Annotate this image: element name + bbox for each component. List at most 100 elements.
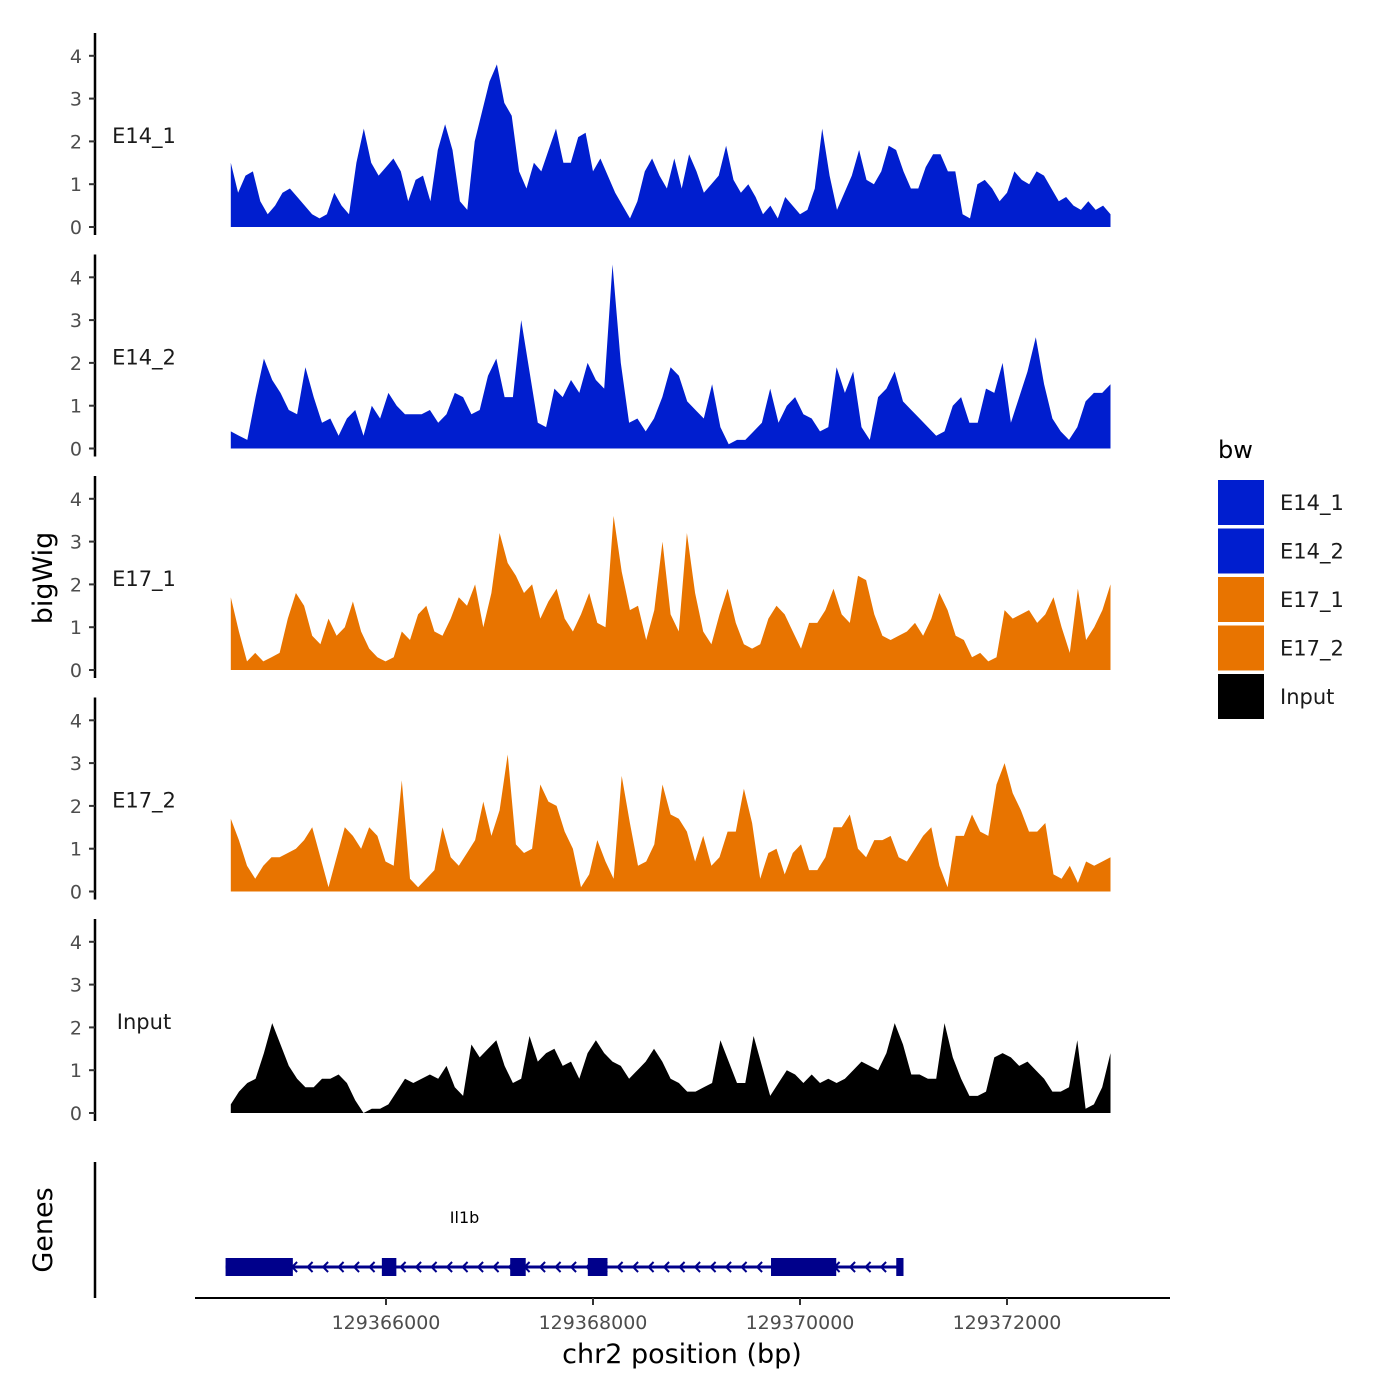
y-tick-label-1: 1 (70, 1060, 82, 1082)
track-E17_1: 0 1 2 3 4 E17_1 (70, 476, 1111, 682)
track-label-E14_2: E14_2 (112, 346, 176, 371)
exon-1 (225, 1258, 293, 1276)
exon-2 (381, 1258, 397, 1276)
strand-arrow (569, 1261, 577, 1273)
signal-area-E14_2 (230, 264, 1111, 449)
y-tick-label-4: 4 (70, 489, 82, 511)
strand-arrow (445, 1261, 453, 1273)
strand-arrow (352, 1261, 360, 1273)
strand-arrow (740, 1261, 748, 1273)
legend-label: E14_1 (1280, 491, 1344, 516)
exon-5 (771, 1258, 837, 1276)
strand-arrow (864, 1261, 872, 1273)
strand-arrow (724, 1261, 732, 1273)
strand-arrow (616, 1261, 624, 1273)
track-label-E17_2: E17_2 (112, 789, 176, 814)
strand-arrow (538, 1261, 546, 1273)
strand-arrow (476, 1261, 484, 1273)
x-axis-title: chr2 position (bp) (562, 1339, 802, 1370)
y-tick-label-3: 3 (70, 975, 82, 997)
legend-label: E17_1 (1280, 588, 1344, 613)
x-tick-label: 129368000 (539, 1312, 648, 1334)
gene-label: Il1b (450, 1208, 480, 1227)
legend-swatch (1218, 577, 1264, 622)
strand-arrow (414, 1261, 422, 1273)
track-E14_2: 0 1 2 3 4 E14_2 (70, 254, 1111, 461)
y-tick-label-1: 1 (70, 396, 82, 418)
x-tick-label: 129370000 (746, 1312, 855, 1334)
strand-arrow (662, 1261, 670, 1273)
strand-arrow (709, 1261, 717, 1273)
legend-item-E17_2: E17_2 (1218, 625, 1344, 671)
strand-arrow (678, 1261, 686, 1273)
legend-item-E14_1: E14_1 (1218, 480, 1344, 525)
strand-arrow (554, 1261, 562, 1273)
strand-arrow (306, 1261, 314, 1273)
genes-axis-title: Genes (28, 1187, 59, 1272)
y-tick-label-0: 0 (70, 1103, 82, 1125)
strand-arrow (368, 1261, 376, 1273)
legend-swatch (1218, 480, 1264, 525)
track-label-E14_1: E14_1 (112, 124, 176, 149)
y-tick-label-4: 4 (70, 46, 82, 68)
legend-label: E14_2 (1280, 540, 1344, 565)
y-tick-label-3: 3 (70, 89, 82, 111)
strand-arrow (848, 1261, 856, 1273)
x-axis: 129366000 129368000 129370000 129372000 (195, 1297, 1170, 1334)
strand-arrow (647, 1261, 655, 1273)
legend-item-E17_1: E17_1 (1218, 577, 1344, 622)
legend: bw E14_1 E14_2 E17_1 E17_2 Input (1218, 436, 1344, 719)
legend-swatch (1218, 674, 1264, 719)
y-tick-label-3: 3 (70, 310, 82, 332)
exon-4 (587, 1258, 608, 1276)
y-tick-label-0: 0 (70, 882, 82, 904)
y-tick-label-4: 4 (70, 710, 82, 732)
y-tick-label-3: 3 (70, 753, 82, 775)
y-tick-label-3: 3 (70, 532, 82, 554)
track-label-Input: Input (117, 1010, 171, 1034)
y-axis-title: bigWig (28, 532, 59, 625)
y-tick-label-2: 2 (70, 131, 82, 153)
strand-arrow (879, 1261, 887, 1273)
strand-arrow (337, 1261, 345, 1273)
legend-item-E14_2: E14_2 (1218, 528, 1344, 574)
y-tick-label-0: 0 (70, 217, 82, 239)
x-tick-label: 129366000 (332, 1312, 441, 1334)
y-tick-label-0: 0 (70, 660, 82, 682)
signal-area-E17_1 (230, 515, 1111, 670)
track-Input: 0 1 2 3 4 Input (70, 919, 1111, 1125)
legend-label: Input (1280, 685, 1334, 709)
strand-arrow (631, 1261, 639, 1273)
y-tick-label-1: 1 (70, 174, 82, 196)
strand-arrow (492, 1261, 500, 1273)
y-tick-label-4: 4 (70, 267, 82, 289)
y-tick-label-2: 2 (70, 574, 82, 596)
signal-area-E17_2 (230, 754, 1111, 892)
exon-3 (510, 1258, 526, 1276)
y-tick-label-4: 4 (70, 932, 82, 954)
legend-swatch (1218, 528, 1264, 574)
strand-arrow (321, 1261, 329, 1273)
gene-Il1b: Il1b (225, 1208, 904, 1276)
y-tick-label-1: 1 (70, 617, 82, 639)
signal-area-E14_1 (230, 64, 1111, 228)
y-tick-label-0: 0 (70, 439, 82, 461)
track-E14_1: 0 1 2 3 4 E14_1 (70, 33, 1111, 239)
y-tick-label-2: 2 (70, 1017, 82, 1039)
strand-arrow (693, 1261, 701, 1273)
gene-track: Il1b (93, 1162, 904, 1298)
strand-arrow (399, 1261, 407, 1273)
legend-title: bw (1218, 436, 1253, 464)
legend-swatch (1218, 625, 1264, 671)
y-tick-label-1: 1 (70, 839, 82, 861)
legend-label: E17_2 (1280, 637, 1344, 662)
track-E17_2: 0 1 2 3 4 E17_2 (70, 697, 1111, 904)
legend-item-Input: Input (1218, 674, 1334, 719)
tracks-layer: 0 1 2 3 4 E14_1 0 1 2 3 4 E14_2 0 1 2 3 4 E17_1 0 1 2 3 4 E17_2… (70, 33, 1111, 1125)
strand-arrow (430, 1261, 438, 1273)
strand-arrow (461, 1261, 469, 1273)
y-tick-label-2: 2 (70, 796, 82, 818)
strand-arrow (755, 1261, 763, 1273)
x-tick-label: 129372000 (953, 1312, 1062, 1334)
